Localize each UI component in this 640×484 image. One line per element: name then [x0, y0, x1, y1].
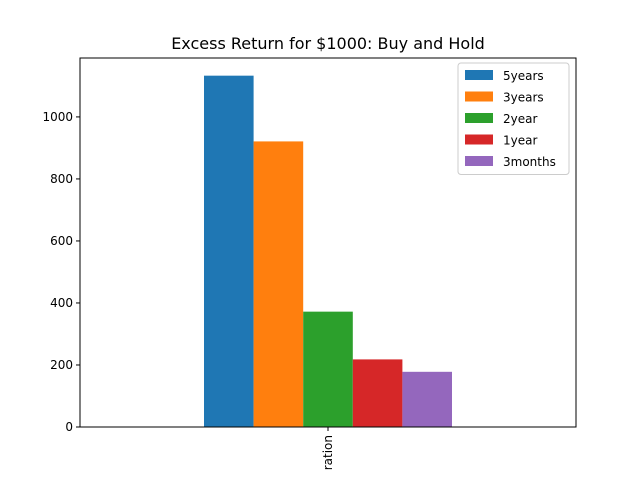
bar-3months	[402, 371, 452, 427]
legend-swatch-5years	[465, 70, 493, 80]
bar-1year	[352, 359, 403, 427]
legend-swatch-1year	[465, 134, 493, 145]
y-tick-label: 400	[50, 296, 73, 310]
legend-box	[457, 62, 570, 175]
bar-5years	[204, 75, 254, 428]
y-tick-label: 600	[50, 234, 73, 248]
legend-swatch-3years	[465, 91, 493, 102]
legend-swatch-2year	[465, 113, 493, 123]
y-tick-label: 200	[50, 358, 73, 372]
legend-label-5years: 5years	[503, 69, 544, 83]
bar-2year	[303, 311, 353, 427]
legend-label-2year: 2year	[503, 112, 537, 126]
legend-label-1year: 1year	[503, 134, 537, 148]
bar-3years	[253, 141, 304, 427]
y-tick-label: 0	[65, 420, 73, 434]
y-tick-label: 1000	[42, 110, 73, 124]
legend-label-3months: 3months	[503, 155, 556, 169]
chart-legend: 5years 3years 2year 1year 3months	[457, 62, 570, 175]
chart-title: Excess Return for $1000: Buy and Hold	[171, 34, 485, 53]
x-tick-label: ration	[321, 435, 335, 470]
legend-swatch-3months	[465, 156, 493, 166]
y-tick-label: 800	[50, 172, 73, 186]
plot-area: 0 200 400 600 800 1000 ration	[42, 57, 577, 470]
legend-label-3years: 3years	[503, 91, 544, 105]
